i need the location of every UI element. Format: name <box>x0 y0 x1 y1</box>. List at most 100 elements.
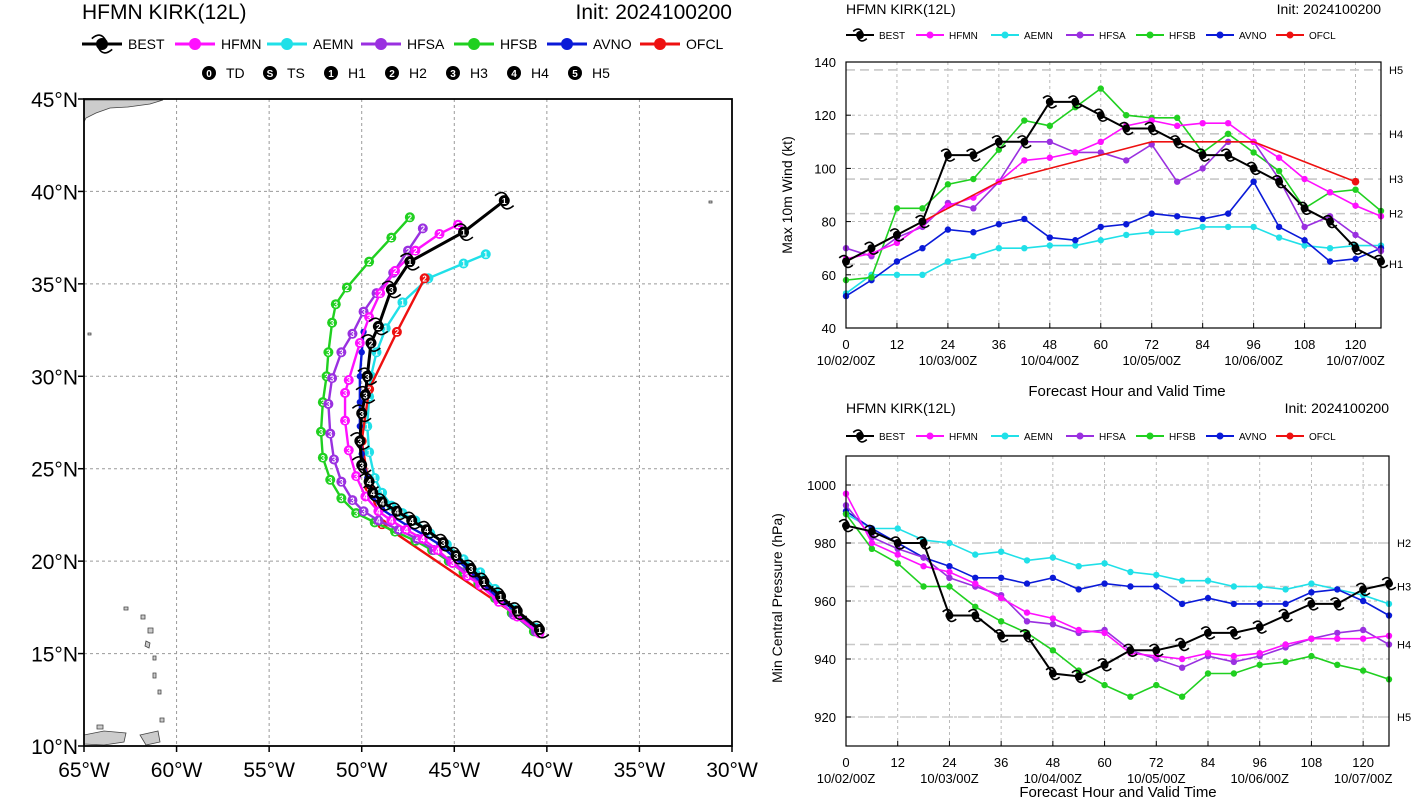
wind-point-best-dot <box>1071 97 1080 106</box>
pressure-point-hfsb <box>868 545 876 552</box>
pressure-point-hfmn <box>1178 655 1186 663</box>
pressure-point-best <box>967 608 983 623</box>
wind-point-hfmn <box>1021 157 1028 164</box>
wind-legend-item-hfmn: HFMN <box>916 31 978 42</box>
pressure-point-aemn <box>1023 557 1031 564</box>
map-legend-item-avno: AVNO <box>547 36 632 52</box>
pressure-point-best <box>1278 608 1293 623</box>
wind-legend-item-avno: AVNO <box>1206 31 1267 42</box>
wind-point-avno <box>970 229 977 236</box>
pressure-y-tick-label: 940 <box>814 652 836 667</box>
wind-x-tick-label: 96 <box>1246 337 1260 352</box>
pressure-point-aemn <box>1230 583 1238 590</box>
pressure-point-best-dot <box>1126 646 1135 655</box>
wind-legend-symbol-best-dot <box>856 31 864 39</box>
map-lat-tick-label: 30°N <box>31 366 78 389</box>
map-lon-tick-label: 60°W <box>151 759 203 782</box>
track-point-hfmn-label: 2 <box>437 230 442 239</box>
map-frame <box>83 98 733 747</box>
pressure-point-hfmn <box>1075 626 1082 634</box>
wind-point-best <box>940 148 956 162</box>
track-point-hfsa-label: 3 <box>339 348 344 357</box>
wind-point-aemn <box>1072 242 1079 249</box>
track-point-hfmn-label: 3 <box>450 559 455 568</box>
map-ticks: 65°W 60°W 55°W 50°W 45°W 40°W 35°W 30°W 45°N 40°N… <box>31 89 758 782</box>
pressure-point-avno <box>1359 597 1367 605</box>
map-legend-label-ofcl: OFCL <box>686 36 724 52</box>
pressure-point-best-dot <box>919 539 928 547</box>
wind-legend-marker-hfsa <box>1076 31 1084 39</box>
pressure-point-hfmn <box>1334 635 1341 642</box>
pressure-point-aemn <box>1127 568 1134 576</box>
wind-point-hfsb <box>1173 114 1181 122</box>
pressure-legend-symbol-best-dot <box>856 432 864 440</box>
track-point-hfmn <box>351 471 362 482</box>
track-point-hfsa-label: 3 <box>361 507 366 516</box>
wind-date-label: 10/02/00Z <box>817 353 876 368</box>
wind-point-hfsa <box>1123 157 1130 164</box>
wind-point-best <box>1169 135 1185 149</box>
track-point-best-dot <box>404 256 416 268</box>
pressure-point-hfsb <box>946 583 953 590</box>
wind-point-hfmn <box>1046 154 1054 161</box>
pressure-point-best-dot <box>1359 585 1368 594</box>
pressure-legend-label-aemn: AEMN <box>1024 432 1053 443</box>
pressure-legend-marker-ofcl <box>1286 432 1294 440</box>
wind-point-hfmn <box>1301 175 1308 183</box>
track-point-best-label: 4 <box>424 525 429 535</box>
track-point-hfsb-label: 3 <box>334 300 339 309</box>
pressure-point-hfmn <box>1359 635 1367 642</box>
wind-point-best-dot <box>1020 137 1029 146</box>
wind-point-best <box>1297 201 1312 215</box>
pressure-point-best-dot <box>1333 599 1342 608</box>
wind-point-avno <box>1199 215 1206 223</box>
pressure-point-avno <box>1153 583 1160 590</box>
pressure-x-tick-label: 12 <box>890 755 904 770</box>
wind-point-best <box>1144 121 1160 136</box>
wind-point-hfmn <box>1224 119 1232 127</box>
track-point-best-label: 4 <box>370 488 375 498</box>
pressure-point-hfsb <box>894 560 901 567</box>
wind-point-hfsa <box>1352 231 1359 239</box>
wind-point-hfsb <box>1123 112 1130 119</box>
pressure-point-aemn <box>1204 577 1212 584</box>
wind-point-avno <box>1123 221 1130 228</box>
track-point-hfsb <box>386 232 397 243</box>
wind-point-aemn <box>1301 242 1308 249</box>
track-point-hfmn <box>340 387 351 398</box>
track-point-hfsb <box>317 452 328 463</box>
wind-x-tick-label: 72 <box>1144 337 1158 352</box>
wind-point-hfsb <box>893 205 901 212</box>
wind-point-hfsb <box>1352 186 1359 193</box>
wind-point-hfsb <box>970 175 977 183</box>
wind-y-tick-label: 40 <box>822 321 836 336</box>
pressure-y-tick-label: 980 <box>814 536 836 551</box>
pressure-point-hfmn <box>920 563 927 570</box>
track-point-hfsa-label: 3 <box>328 430 333 439</box>
track-point-hfsa-label: 2 <box>406 247 411 256</box>
track-point-hfmn-label: 4 <box>389 517 394 526</box>
track-point-best-label: 3 <box>454 551 459 561</box>
pressure-point-hfsa <box>1178 664 1186 671</box>
track-point-hfmn-label: 3 <box>354 472 359 481</box>
track-point-best: 1 <box>494 191 515 210</box>
map-lat-tick-label: 15°N <box>31 644 78 667</box>
wind-point-best-dot <box>1326 217 1335 226</box>
pressure-x-tick-label: 84 <box>1201 755 1215 770</box>
map-legend-marker-hfsb <box>468 38 480 50</box>
pressure-point-aemn <box>1308 580 1315 587</box>
wind-x-tick-label: 120 <box>1345 337 1367 352</box>
wind-y-axis-label: Max 10m Wind (kt) <box>779 136 795 253</box>
pressure-point-hfmn <box>972 580 979 587</box>
track-point-hfsa-label: 3 <box>350 496 355 505</box>
track-point-best-label: 1 <box>482 577 487 587</box>
pressure-legend-symbol-best <box>852 429 868 443</box>
pressure-point-aemn <box>1256 583 1263 590</box>
track-point-best-dot <box>406 514 418 526</box>
pressure-point-aemn <box>997 548 1005 555</box>
map-lat-tick-label: 35°N <box>31 274 78 297</box>
map-legend-marker-aemn <box>281 38 293 50</box>
track-point-best-dot <box>391 505 403 517</box>
intensity-key-label-td: TD <box>226 65 245 81</box>
